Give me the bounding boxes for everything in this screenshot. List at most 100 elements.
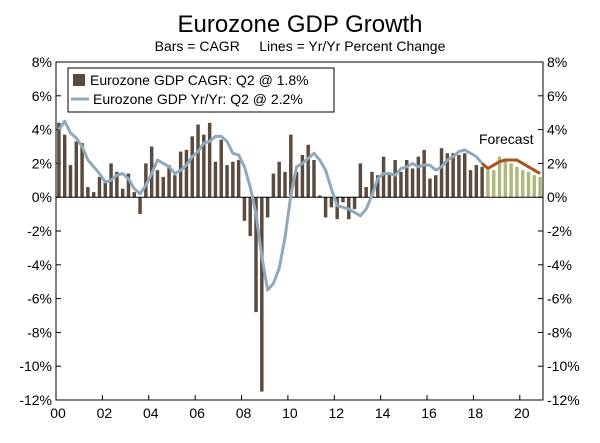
cagr-bar [97, 176, 102, 198]
legend-yoy-label: Eurozone GDP Yr/Yr: Q2 @ 2.2% [93, 91, 303, 107]
cagr-bar [57, 122, 61, 198]
cagr-bar [277, 161, 281, 198]
cagr-bar [219, 139, 223, 198]
y-tick-label-right: 2% [547, 155, 567, 171]
cagr-bar [318, 195, 322, 198]
cagr-bar [68, 165, 73, 198]
cagr-bar [428, 178, 432, 198]
cagr-bar [335, 197, 339, 220]
cagr-bar [62, 134, 67, 198]
cagr-bar [103, 181, 108, 198]
cagr-bar [173, 175, 177, 198]
x-tick-label: 04 [143, 405, 159, 421]
cagr-bar [312, 160, 316, 198]
y-tick-label-right: -12% [547, 392, 580, 408]
cagr-bar-forecast [497, 156, 502, 198]
cagr-bar [445, 153, 450, 198]
cagr-bar [260, 197, 264, 392]
cagr-bar [144, 163, 148, 198]
cagr-bar [207, 122, 212, 198]
cagr-bar-forecast [503, 158, 508, 198]
y-tick-label-left: 6% [32, 88, 52, 104]
x-tick-label: 08 [236, 405, 252, 421]
cagr-bar [306, 144, 310, 198]
cagr-bar [190, 136, 194, 198]
legend-box [67, 67, 335, 113]
cagr-bar [74, 141, 79, 198]
x-tick-label: 00 [50, 405, 66, 421]
cagr-bar [231, 161, 235, 198]
y-tick-label-left: 2% [32, 155, 52, 171]
y-tick-label-left: -8% [27, 324, 52, 340]
y-tick-label-left: -12% [19, 392, 52, 408]
cagr-bar [300, 154, 305, 198]
x-tick-label: 12 [328, 405, 344, 421]
chart-title: Eurozone GDP Growth [177, 11, 422, 38]
cagr-bar [399, 171, 403, 198]
legend: Eurozone GDP CAGR: Q2 @ 1.8% Eurozone GD… [67, 67, 335, 113]
cagr-bar [457, 154, 461, 198]
cagr-bar [167, 165, 171, 198]
cagr-bar [294, 171, 299, 198]
cagr-bar [132, 192, 137, 198]
plot-frame [55, 61, 544, 401]
cagr-bar [364, 187, 368, 198]
cagr-bar-forecast [526, 171, 531, 198]
cagr-bar [178, 151, 183, 198]
cagr-bar-forecast [515, 166, 519, 198]
cagr-bar [468, 170, 473, 198]
cagr-bar [126, 173, 131, 198]
x-tick-label: 06 [189, 405, 205, 421]
cagr-bar-forecast [520, 170, 525, 198]
y-tick-label-left: -4% [27, 257, 52, 273]
legend-cagr-label: Eurozone GDP CAGR: Q2 @ 1.8% [90, 72, 309, 88]
cagr-bar [439, 148, 444, 198]
y-tick-label-right: 6% [547, 88, 567, 104]
cagr-bar [225, 165, 229, 198]
cagr-bar [86, 187, 90, 198]
y-tick-label-right: -6% [547, 291, 572, 307]
cagr-bar-forecast [532, 175, 537, 198]
y-tick-label-right: -4% [547, 257, 572, 273]
cagr-bar [283, 171, 287, 198]
yoy-line-actual [57, 119, 484, 292]
cagr-bar [161, 176, 165, 198]
x-tick-label: 20 [514, 405, 530, 421]
cagr-bar [352, 197, 357, 210]
cagr-bar [416, 156, 421, 198]
y-tick-label-left: 4% [32, 122, 52, 138]
cagr-bar [120, 188, 125, 198]
cagr-bar [462, 153, 467, 198]
cagr-bar [289, 134, 293, 198]
yoy-line-forecast [481, 158, 541, 175]
cagr-bar [341, 197, 345, 203]
y-tick-label-left: -10% [19, 358, 52, 374]
cagr-bar [480, 166, 484, 198]
cagr-bar-forecast [509, 163, 513, 198]
forecast-annotation: Forecast [479, 131, 534, 147]
cagr-bar [155, 170, 160, 198]
cagr-bar [370, 171, 374, 198]
cagr-bar [202, 134, 206, 198]
cagr-bar [242, 197, 247, 221]
cagr-bar [115, 171, 119, 198]
cagr-bar [80, 143, 84, 198]
y-tick-label-right: 4% [547, 122, 567, 138]
cagr-bar [422, 149, 426, 198]
cagr-bar [138, 197, 142, 215]
cagr-bar [358, 163, 363, 198]
y-tick-label-left: -6% [27, 291, 52, 307]
cagr-bar [196, 124, 200, 198]
y-tick-label-right: -2% [547, 223, 572, 239]
cagr-bar [213, 161, 218, 198]
cagr-bar-forecast [486, 170, 490, 198]
cagr-bar-forecast [538, 176, 542, 198]
y-tick-label-right: -8% [547, 324, 572, 340]
cagr-bar [329, 197, 334, 208]
cagr-bar [405, 160, 409, 198]
cagr-bar [376, 175, 380, 198]
cagr-bar [271, 173, 276, 198]
cagr-bar [248, 197, 252, 237]
